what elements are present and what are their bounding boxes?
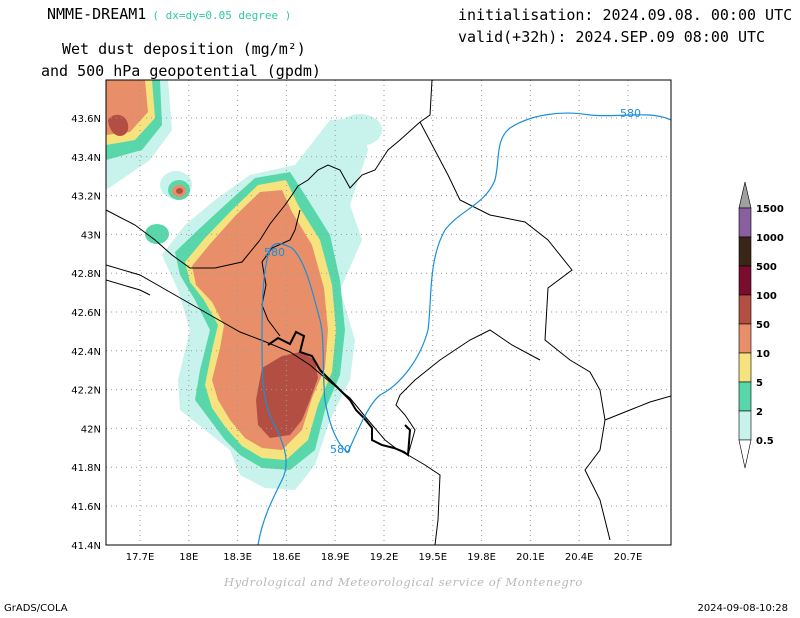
longitude-label: 19.8E bbox=[467, 552, 496, 563]
deposition-50-region bbox=[176, 188, 183, 195]
contour-label: 580 bbox=[264, 246, 285, 259]
colorbar-label: 500 bbox=[756, 262, 777, 273]
colorbar-bottom-arrow bbox=[738, 439, 752, 469]
valid-time: valid(+32h): 2024.SEP.09 08:00 UTC bbox=[458, 28, 766, 46]
colorbar-swatch bbox=[738, 207, 752, 238]
deposition-50-region bbox=[108, 114, 129, 136]
contour-580-east bbox=[347, 112, 671, 453]
latitude-label: 42.4N bbox=[71, 347, 101, 358]
longitude-label: 18.9E bbox=[321, 552, 350, 563]
resolution-note: ( dx=dy=0.05 degree ) bbox=[152, 9, 292, 22]
border-serbia-kosovo bbox=[419, 80, 611, 541]
model-title: NMME-DREAM1 ( dx=dy=0.05 degree ) bbox=[47, 5, 291, 23]
latitude-label: 43.2N bbox=[71, 192, 101, 203]
borders bbox=[106, 80, 671, 545]
latitude-label: 42.8N bbox=[71, 269, 101, 280]
credit-line: Hydrological and Meteorological service … bbox=[224, 575, 583, 589]
colorbar-swatch bbox=[738, 294, 752, 325]
coastline bbox=[106, 264, 409, 456]
colorbar-label: 5 bbox=[756, 378, 763, 389]
colorbar-swatch bbox=[738, 236, 752, 267]
border-bosnia-montenegro bbox=[297, 121, 421, 189]
timestamp-label: 2024-09-08-10:28 bbox=[697, 603, 788, 614]
latitude-label: 42.6N bbox=[71, 308, 101, 319]
montenegro-coastline bbox=[267, 330, 412, 457]
colorbar-swatches bbox=[738, 181, 752, 469]
colorbar-swatch bbox=[738, 265, 752, 296]
longitude-label: 20.7E bbox=[614, 552, 643, 563]
latitude-labels: 43.6N 43.4N 43.2N 43N 42.8N 42.6N 42.4N 42.2N 42… bbox=[71, 114, 101, 552]
initialisation-time: initialisation: 2024.09.08. 00:00 UTC bbox=[458, 6, 793, 24]
latitude-label: 42.2N bbox=[71, 386, 101, 397]
colorbar-label: 100 bbox=[756, 291, 777, 302]
latitude-label: 41.6N bbox=[71, 502, 101, 513]
latitude-label: 43.6N bbox=[71, 114, 101, 125]
border-montenegro-serbia bbox=[261, 209, 301, 337]
software-label: GrADS/COLA bbox=[4, 603, 68, 614]
graticule bbox=[106, 80, 671, 545]
model-name: NMME-DREAM1 bbox=[47, 5, 147, 23]
longitude-label: 18.3E bbox=[223, 552, 252, 563]
contour-label: 580 bbox=[330, 443, 351, 456]
longitude-label: 20.4E bbox=[565, 552, 594, 563]
colorbar-label: 1500 bbox=[756, 204, 784, 215]
border-east bbox=[604, 395, 671, 421]
colorbar-swatch bbox=[738, 352, 752, 383]
longitude-label: 18.6E bbox=[272, 552, 301, 563]
map-frame bbox=[105, 79, 672, 546]
deposition-50-region bbox=[256, 352, 318, 438]
overlay-title: and 500 hPa geopotential (gpdm) bbox=[41, 62, 321, 80]
contour-580-west bbox=[257, 243, 349, 545]
longitude-label: 20.1E bbox=[516, 552, 545, 563]
colorbar-swatch bbox=[738, 381, 752, 412]
contour-label: 580 bbox=[620, 107, 641, 120]
colorbar-label: 50 bbox=[756, 320, 770, 331]
latitude-label: 43.4N bbox=[71, 153, 101, 164]
longitude-labels: 17.7E 18E 18.3E 18.6E 18.9E 19.2E 19.5E 19.8E 20… bbox=[126, 552, 643, 563]
deposition-field bbox=[106, 80, 382, 490]
longitude-label: 17.7E bbox=[126, 552, 155, 563]
colorbar-labels: 1500 1000 500 100 50 10 5 2 0.5 bbox=[756, 204, 784, 447]
colorbar-label: 2 bbox=[756, 407, 763, 418]
longitude-label: 19.2E bbox=[370, 552, 399, 563]
longitude-label: 19.5E bbox=[419, 552, 448, 563]
longitude-label: 18E bbox=[179, 552, 198, 563]
variable-title: Wet dust deposition (mg/m²) bbox=[62, 40, 306, 58]
latitude-label: 41.8N bbox=[71, 463, 101, 474]
colorbar-swatch bbox=[738, 323, 752, 354]
colorbar-top-arrow bbox=[738, 181, 752, 209]
geopotential-contours bbox=[257, 112, 671, 545]
deposition-0.5-region bbox=[337, 113, 382, 147]
colorbar: 1500 1000 500 100 50 10 5 2 0.5 bbox=[738, 181, 784, 469]
coast-south bbox=[106, 279, 151, 296]
border-albania-south bbox=[407, 454, 441, 545]
colorbar-swatch bbox=[738, 410, 752, 441]
latitude-label: 42N bbox=[81, 424, 101, 435]
border-albania bbox=[395, 329, 541, 456]
latitude-label: 41.4N bbox=[71, 541, 101, 552]
latitude-label: 43N bbox=[81, 230, 101, 241]
colorbar-label: 0.5 bbox=[756, 436, 774, 447]
colorbar-label: 1000 bbox=[756, 233, 784, 244]
colorbar-label: 10 bbox=[756, 349, 770, 360]
border-bosnia-croatia bbox=[106, 185, 299, 269]
